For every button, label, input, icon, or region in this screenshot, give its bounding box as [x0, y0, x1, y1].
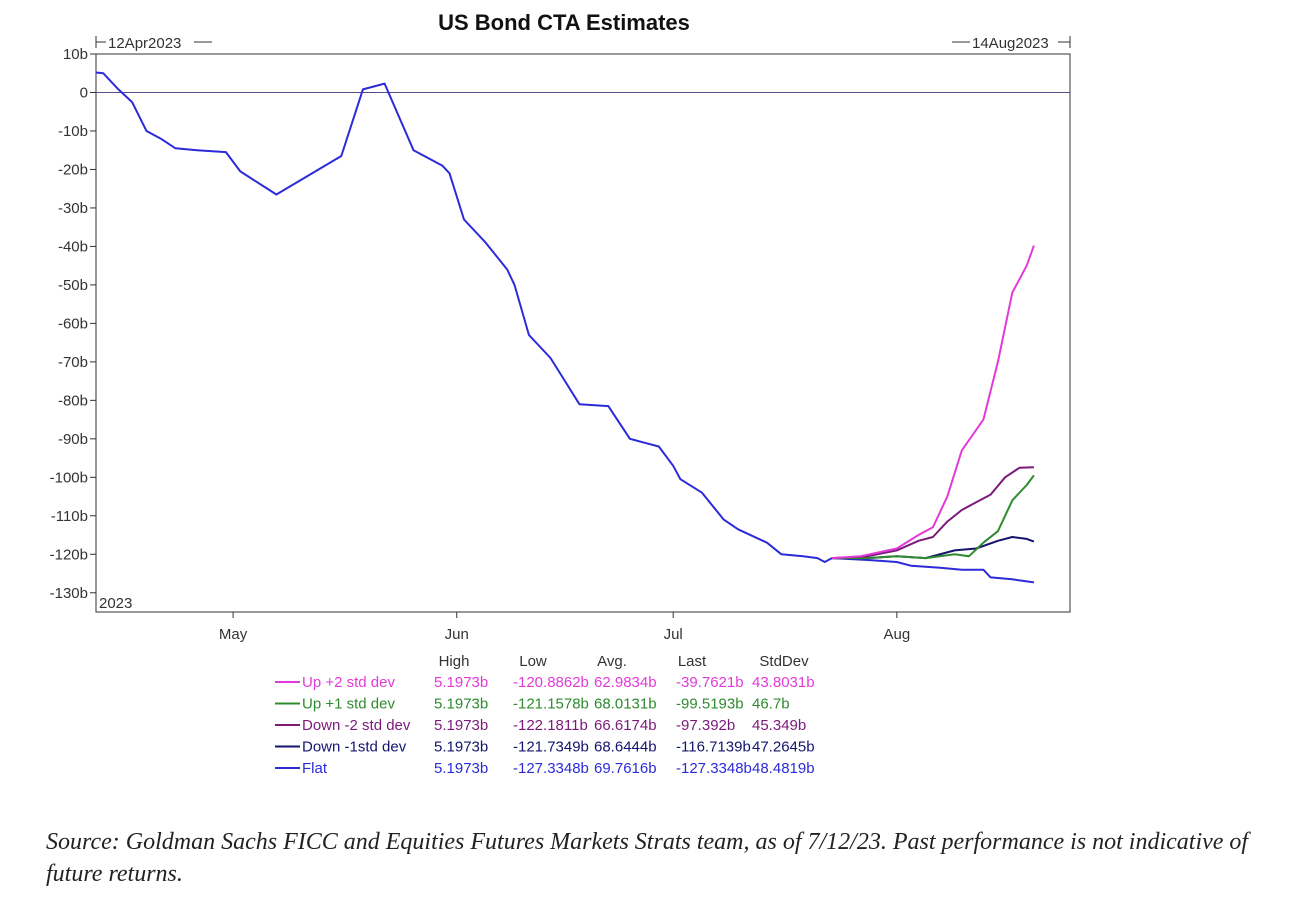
legend-last-value: -99.5193b	[676, 696, 744, 713]
legend-header: Last	[678, 653, 707, 670]
legend-high-value: 5.1973b	[434, 674, 488, 691]
legend-high-value: 5.1973b	[434, 696, 488, 713]
x-tick-label: May	[219, 626, 248, 643]
y-tick-label: -90b	[58, 431, 88, 448]
series-line-up-2-std-dev	[831, 245, 1035, 560]
y-tick-label: -10b	[58, 123, 88, 140]
plot-frame	[95, 53, 1071, 613]
legend-series-name: Flat	[302, 760, 328, 777]
y-tick-label: -20b	[58, 161, 88, 178]
legend-low-value: -122.1811b	[513, 717, 588, 734]
legend-series-name: Up +1 std dev	[302, 696, 395, 713]
legend-avg-value: 66.6174b	[594, 717, 657, 734]
y-tick-label: -130b	[50, 585, 88, 602]
legend-low-value: -120.8862b	[513, 674, 589, 691]
y-tick-label: -50b	[58, 277, 88, 294]
legend-high-value: 5.1973b	[434, 760, 488, 777]
legend-header: Avg.	[597, 653, 627, 670]
source-note: Source: Goldman Sachs FICC and Equities …	[46, 829, 1249, 887]
y-tick-label: -60b	[58, 315, 88, 332]
legend-series-name: Down -1std dev	[302, 739, 407, 756]
legend-stddev-value: 47.2645b	[752, 739, 815, 756]
y-tick-label: 0	[80, 84, 88, 101]
chart-title: US Bond CTA Estimates	[438, 10, 690, 35]
x-tick-label: Aug	[883, 626, 910, 643]
end-date-label: 14Aug2023	[972, 35, 1049, 52]
legend-last-value: -116.7139b	[676, 739, 751, 756]
legend-stddev-value: 45.349b	[752, 717, 806, 734]
chart: US Bond CTA Estimates 12Apr2023 14Aug2023 1…	[50, 10, 1071, 777]
legend-high-value: 5.1973b	[434, 739, 488, 756]
legend-header: Low	[519, 653, 547, 670]
start-date-label: 12Apr2023	[108, 35, 181, 52]
y-tick-label: -30b	[58, 200, 88, 217]
legend-avg-value: 68.6444b	[594, 739, 657, 756]
legend-avg-value: 62.9834b	[594, 674, 657, 691]
y-tick-label: 10b	[63, 46, 88, 63]
y-tick-label: -40b	[58, 238, 88, 255]
legend-last-value: -127.3348b	[676, 760, 752, 777]
legend-high-value: 5.1973b	[434, 717, 488, 734]
series-line-flat	[831, 557, 1035, 584]
series-line-down-2-std-dev	[831, 466, 1034, 560]
y-tick-label: -110b	[51, 508, 88, 525]
legend-header: StdDev	[759, 653, 809, 670]
legend-stddev-value: 46.7b	[752, 696, 790, 713]
y-tick-label: -100b	[50, 469, 88, 486]
y-tick-label: -80b	[58, 392, 88, 409]
legend-low-value: -127.3348b	[513, 760, 589, 777]
series-line-history	[95, 71, 833, 563]
legend-avg-value: 69.7616b	[594, 760, 657, 777]
year-label: 2023	[99, 595, 132, 612]
legend-low-value: -121.7349b	[513, 739, 589, 756]
legend-series-name: Down -2 std dev	[302, 717, 411, 734]
legend-stddev-value: 48.4819b	[752, 760, 815, 777]
series-line-up-1-std-dev	[831, 474, 1035, 560]
legend-series-name: Up +2 std dev	[302, 674, 395, 691]
legend-header: High	[439, 653, 470, 670]
y-tick-label: -120b	[50, 546, 88, 563]
x-tick-label: Jul	[664, 626, 683, 643]
legend-last-value: -97.392b	[676, 717, 735, 734]
legend-last-value: -39.7621b	[676, 674, 744, 691]
legend-avg-value: 68.0131b	[594, 696, 657, 713]
x-tick-label: Jun	[445, 626, 469, 643]
y-tick-label: -70b	[58, 354, 88, 371]
legend-low-value: -121.1578b	[513, 696, 589, 713]
legend-stddev-value: 43.8031b	[752, 674, 815, 691]
